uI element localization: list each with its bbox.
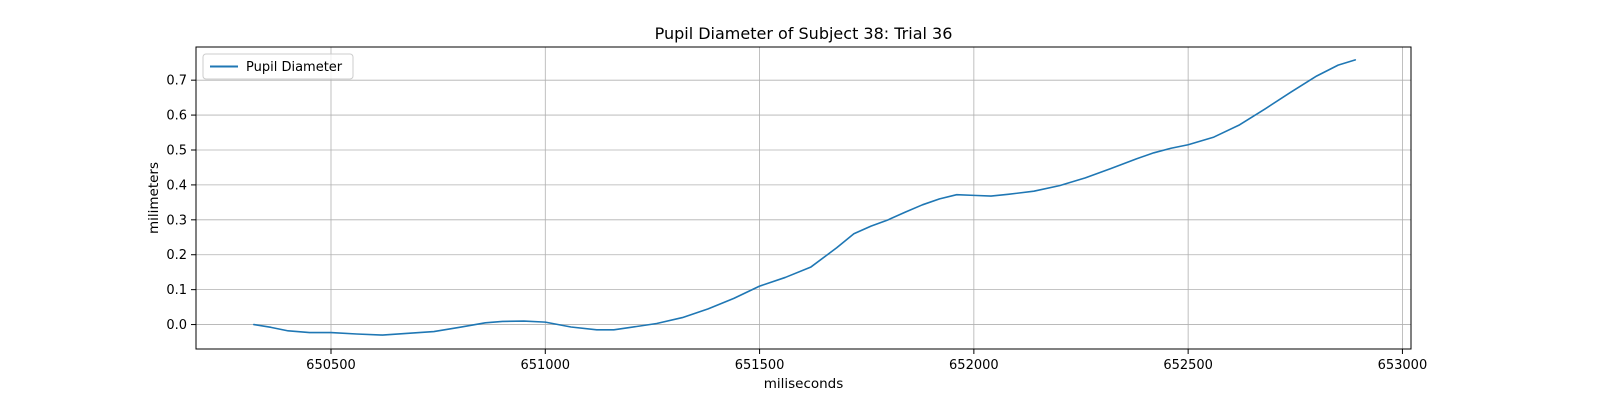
legend-box (202, 53, 354, 80)
series-layer (253, 59, 1357, 336)
y-axis-ticks: 0.0 0.1 0.2 0.3 0.4 0.5 0.6 0.7 (166, 74, 196, 333)
x-tick-label: 653000 (1378, 358, 1428, 373)
x-tick-label: 652000 (949, 358, 999, 373)
y-tick-label: 0.4 (166, 178, 187, 193)
y-tick-label: 0.0 (166, 318, 187, 333)
x-tick-label: 650500 (306, 358, 356, 373)
x-tick-label: 651500 (735, 358, 785, 373)
y-tick-label: 0.1 (166, 283, 187, 298)
chart-title: Pupil Diameter of Subject 38: Trial 36 (655, 24, 953, 43)
y-tick-label: 0.5 (166, 143, 187, 158)
legend-label-pupil-diameter: Pupil Diameter (246, 60, 343, 75)
x-axis-label: miliseconds (764, 376, 844, 392)
series-line-pupil-diameter (253, 59, 1357, 336)
y-tick-label: 0.2 (166, 248, 187, 263)
x-tick-label: 652500 (1163, 358, 1213, 373)
y-tick-label: 0.7 (166, 74, 187, 89)
y-axis-label: milimeters (146, 162, 162, 234)
plot-area-frame (195, 46, 1412, 350)
y-tick-label: 0.6 (166, 109, 187, 124)
x-tick-label: 651000 (520, 358, 570, 373)
x-axis-ticks: 650500 651000 651500 652000 652500 653000 (306, 349, 1427, 373)
y-tick-label: 0.3 (166, 213, 187, 228)
legend: Pupil Diameter (202, 53, 354, 80)
grid-lines (196, 47, 1411, 349)
